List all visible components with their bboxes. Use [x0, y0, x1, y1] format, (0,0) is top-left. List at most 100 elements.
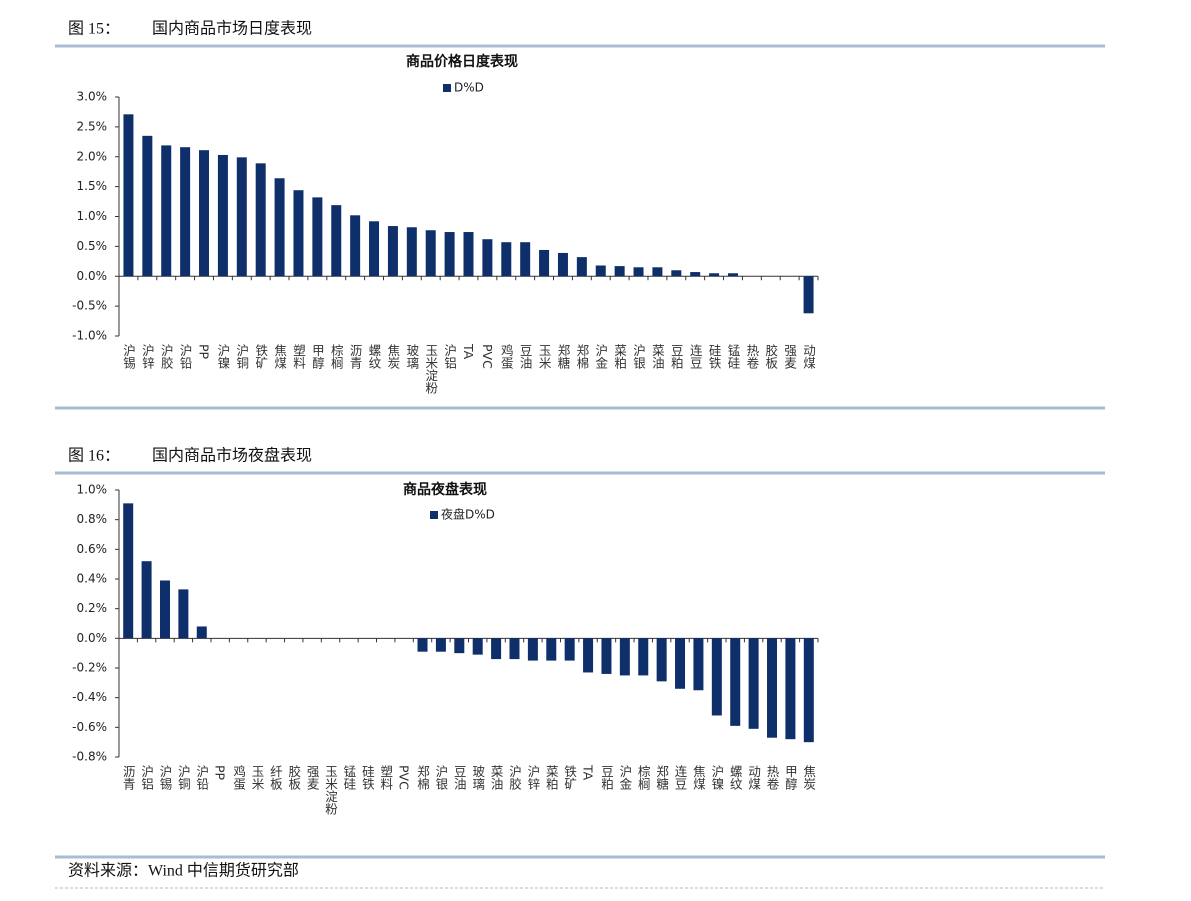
- legend-label: D%D: [454, 81, 484, 95]
- x-tick-label: PP: [213, 765, 228, 781]
- x-tick-label: 热卷: [744, 344, 759, 369]
- x-tick-label: 连豆: [673, 764, 688, 790]
- y-tick-label: -0.4%: [72, 690, 107, 704]
- x-tick-label: 强麦: [305, 765, 320, 791]
- bar: [425, 230, 436, 277]
- bar: [141, 561, 152, 639]
- source: 资料来源：Wind 中信期货研究部: [68, 862, 299, 880]
- chart-title: 商品夜盘表现: [403, 481, 487, 498]
- y-tick-label: 2.5%: [77, 119, 108, 133]
- bar: [491, 638, 502, 660]
- y-tick-label: 1.0%: [77, 209, 108, 223]
- bar: [274, 178, 285, 277]
- x-tick-label: 郑棉: [574, 343, 589, 369]
- bar: [350, 215, 361, 277]
- x-tick-label: 鸡蛋: [499, 343, 514, 370]
- bar: [785, 638, 796, 740]
- x-tick-label: 甲醇: [310, 344, 325, 369]
- chart-title: 商品价格日度表现: [406, 53, 518, 70]
- bar: [123, 114, 134, 277]
- bar: [454, 638, 465, 654]
- x-tick-label: 豆粕: [669, 344, 684, 369]
- figure-title: 国内商品市场夜盘表现: [152, 446, 312, 465]
- x-tick-label: 胶板: [763, 343, 778, 370]
- bar: [803, 276, 814, 314]
- x-tick-label: 沪银: [433, 765, 448, 790]
- x-tick-label: 焦炭: [801, 765, 816, 791]
- x-tick-label: 塑料: [291, 343, 306, 369]
- y-tick-label: 0.4%: [77, 572, 108, 586]
- bar: [539, 249, 550, 277]
- x-tick-label: 沪铜: [176, 765, 191, 790]
- bar: [159, 580, 170, 639]
- legend-swatch: [430, 511, 438, 519]
- bar: [546, 638, 557, 661]
- bar: [709, 273, 720, 277]
- x-tick-label: PP: [197, 344, 212, 360]
- bar: [501, 242, 512, 277]
- x-tick-label: 沪铜: [234, 344, 249, 369]
- x-tick-label: 沥青: [348, 344, 363, 370]
- x-tick-label: 铁矿: [253, 344, 268, 369]
- x-tick-label: 沪铅: [178, 344, 193, 369]
- x-tick-label: 沪锡: [121, 344, 136, 370]
- x-tick-label: 豆油: [452, 765, 467, 790]
- x-tick-label: 玉米淀粉: [323, 765, 338, 815]
- x-tick-label: 菜油: [650, 344, 665, 369]
- x-tick-label: 胶板: [286, 764, 301, 791]
- x-tick-label: 沥青: [121, 765, 136, 791]
- bar: [236, 157, 247, 277]
- bar: [727, 273, 738, 277]
- bar: [199, 150, 210, 277]
- bar: [142, 135, 153, 277]
- bar: [509, 638, 520, 660]
- x-tick-label: 沪镍: [709, 765, 724, 790]
- x-tick-label: 玻璃: [404, 344, 419, 370]
- x-tick-label: PVC: [480, 344, 495, 369]
- bar: [693, 638, 704, 691]
- bar: [180, 147, 191, 277]
- legend-swatch: [443, 84, 451, 92]
- bar: [619, 638, 630, 676]
- y-tick-label: 0.0%: [77, 269, 108, 283]
- bar: [369, 221, 380, 277]
- x-tick-label: 菜粕: [544, 765, 559, 790]
- x-tick-label: 豆粕: [599, 765, 614, 790]
- bar: [730, 638, 741, 726]
- x-tick-label: 强麦: [782, 344, 797, 370]
- x-tick-label: 菜粕: [612, 344, 627, 369]
- bar: [527, 638, 538, 661]
- bar: [748, 638, 759, 729]
- y-tick-label: 1.5%: [77, 179, 108, 193]
- x-tick-label: 棕榈: [329, 343, 344, 370]
- x-tick-label: 铁矿: [562, 765, 577, 790]
- bar: [601, 638, 612, 674]
- bar: [557, 252, 568, 277]
- bar: [123, 503, 134, 639]
- bar: [217, 154, 228, 277]
- x-tick-label: 焦煤: [691, 765, 706, 790]
- bar: [178, 589, 189, 639]
- figure-number: 图 16：: [68, 448, 120, 465]
- x-tick-label: 沪胶: [159, 344, 174, 370]
- x-tick-label: 纤板: [268, 765, 283, 791]
- bar: [463, 232, 474, 277]
- bar: [633, 267, 644, 277]
- bar: [614, 266, 625, 277]
- bar: [255, 163, 266, 277]
- x-tick-label: 锰硅: [725, 343, 740, 369]
- bar: [387, 226, 398, 277]
- bar: [444, 232, 455, 277]
- bar: [472, 638, 483, 655]
- bar: [293, 190, 304, 277]
- x-tick-label: 硅铁: [360, 765, 375, 790]
- y-tick-label: -1.0%: [72, 329, 107, 343]
- bar: [595, 265, 606, 277]
- x-tick-label: 硅铁: [707, 344, 722, 369]
- x-tick-label: 热卷: [765, 765, 780, 790]
- y-tick-label: -0.6%: [72, 720, 107, 734]
- x-tick-label: 沪铝: [442, 344, 457, 369]
- bar: [576, 257, 587, 277]
- bar: [767, 638, 778, 738]
- x-tick-label: 沪铅: [194, 765, 209, 790]
